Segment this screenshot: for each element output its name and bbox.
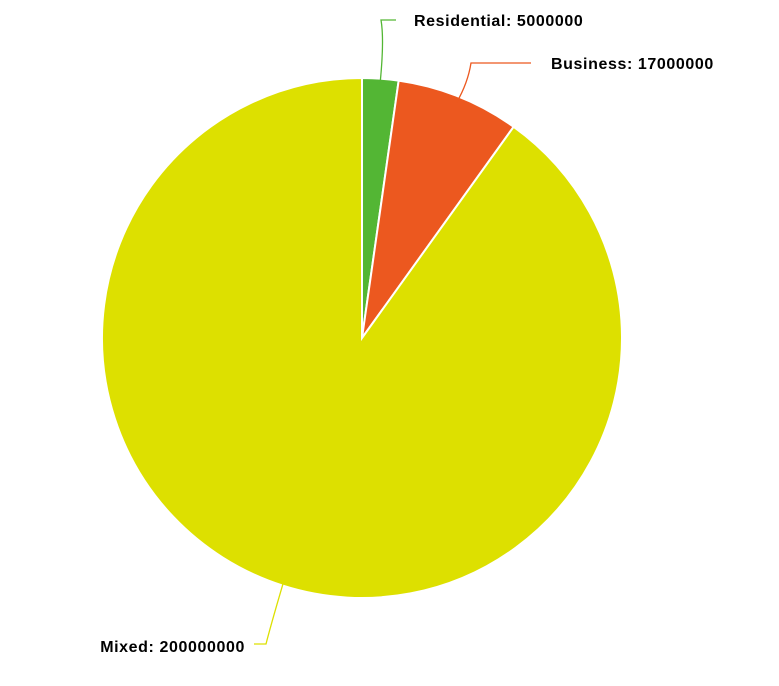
slice-labels: Residential: 5000000 Business: 17000000 Mi… bbox=[100, 13, 714, 656]
slice-label-business: Business: 17000000 bbox=[551, 56, 714, 73]
leader-lines bbox=[254, 19, 531, 645]
slice-label-mixed: Mixed: 200000000 bbox=[100, 639, 245, 656]
pie-slice-mixed bbox=[101, 76, 623, 599]
leader-line-residential bbox=[379, 19, 396, 85]
pie-slices bbox=[101, 76, 623, 599]
leader-line-business bbox=[456, 62, 531, 103]
pie-slice-business bbox=[361, 79, 516, 339]
leader-line-mixed bbox=[254, 579, 285, 645]
slice-label-residential: Residential: 5000000 bbox=[414, 13, 583, 30]
